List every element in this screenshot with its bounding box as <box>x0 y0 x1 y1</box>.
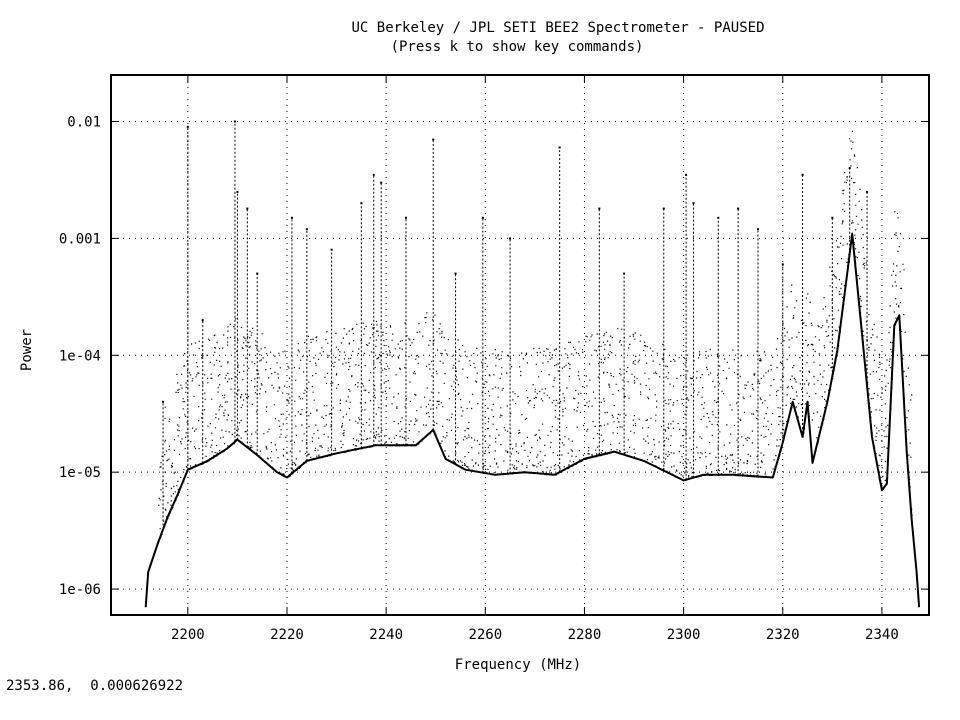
spike-point <box>454 272 457 275</box>
spike-point <box>623 272 626 275</box>
cursor-coordinate-readout: 2353.86, 0.000626922 <box>6 678 184 694</box>
spectrum-data <box>144 130 921 608</box>
x-tick-label: 2340 <box>865 627 899 643</box>
y-tick-label: 0.001 <box>59 231 101 247</box>
spike-point <box>246 207 249 210</box>
spike-point <box>756 228 759 231</box>
x-tick-label: 2240 <box>369 627 403 643</box>
y-tick-label: 1e-04 <box>59 348 101 364</box>
x-axis-ticks: 2200 2220 2240 2260 2280 2300 2320 2340 <box>171 75 899 643</box>
spike-point <box>801 173 804 176</box>
spike-point <box>848 167 851 170</box>
spike-point <box>432 138 435 141</box>
spike-point <box>558 146 561 149</box>
spike-point <box>360 202 363 205</box>
spike-point <box>662 207 665 210</box>
spike-point <box>598 207 601 210</box>
spike-point <box>162 400 165 403</box>
spike-point <box>201 319 204 322</box>
y-tick-label: 1e-06 <box>59 582 101 598</box>
plot-area-frame <box>110 74 930 616</box>
spike-point <box>290 216 293 219</box>
x-tick-label: 2260 <box>468 627 502 643</box>
x-tick-label: 2300 <box>667 627 701 643</box>
chart-subtitle: (Press k to show key commands) <box>391 39 644 55</box>
spike-point <box>481 216 484 219</box>
spike-point <box>692 202 695 205</box>
x-tick-label: 2220 <box>270 627 304 643</box>
spike-point <box>372 173 375 176</box>
x-tick-label: 2320 <box>766 627 800 643</box>
spectrum-noise-points <box>158 130 913 539</box>
grid <box>111 75 929 615</box>
spike-point <box>509 237 512 240</box>
x-tick-label: 2200 <box>171 627 205 643</box>
spike-point <box>186 125 189 128</box>
spike-point <box>717 216 720 219</box>
spike-point <box>256 272 259 275</box>
spike-point <box>685 173 688 176</box>
y-tick-label: 0.01 <box>67 115 101 131</box>
x-tick-label: 2280 <box>568 627 602 643</box>
spike-point <box>866 190 869 193</box>
spike-point <box>781 263 784 266</box>
x-axis-label: Frequency (MHz) <box>455 657 581 673</box>
spike-point <box>330 248 333 251</box>
spike-point <box>305 228 308 231</box>
y-axis-label: Power <box>19 329 35 371</box>
y-axis-ticks: 1e-06 1e-05 1e-04 0.001 0.01 <box>59 115 929 598</box>
spike-point <box>380 181 383 184</box>
spike-point <box>233 120 236 123</box>
spectrum-baseline <box>144 232 921 608</box>
chart-title: UC Berkeley / JPL SETI BEE2 Spectrometer… <box>351 20 764 36</box>
spike-point <box>831 216 834 219</box>
spike-point <box>404 216 407 219</box>
signal-spikes <box>162 120 869 530</box>
spike-point <box>236 190 239 193</box>
spike-point <box>737 207 740 210</box>
y-tick-label: 1e-05 <box>59 465 101 481</box>
